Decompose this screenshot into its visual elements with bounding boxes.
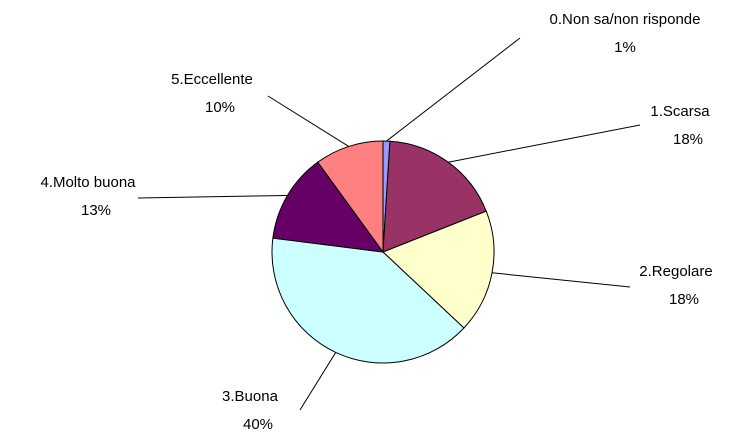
pie-slice: [317, 140, 384, 254]
slice-label: 0.Non sa/non risponde: [550, 11, 701, 28]
pie-slice: [382, 210, 495, 329]
pie-slice: [382, 140, 487, 253]
leader-line: [267, 95, 349, 147]
leader-line: [386, 37, 521, 142]
slice-value-label: 40%: [243, 416, 273, 433]
slice-value-label: 18%: [669, 291, 699, 308]
slice-value-label: 13%: [81, 202, 111, 219]
slice-label: 4.Molto buona: [40, 174, 136, 191]
slice-label: 5.Eccellente: [171, 71, 253, 88]
pie-slice: [272, 161, 385, 253]
slice-value-label: 10%: [205, 99, 235, 116]
leader-line: [491, 272, 631, 288]
slice-label: 2.Regolare: [639, 263, 712, 280]
slice-value-label: 18%: [673, 131, 703, 148]
slice-value-label: 1%: [614, 39, 636, 56]
leader-line: [137, 194, 288, 199]
leader-line: [299, 352, 337, 411]
leader-line: [448, 124, 641, 163]
slice-label: 3.Buona: [222, 388, 279, 405]
slice-label: 1.Scarsa: [650, 103, 710, 120]
